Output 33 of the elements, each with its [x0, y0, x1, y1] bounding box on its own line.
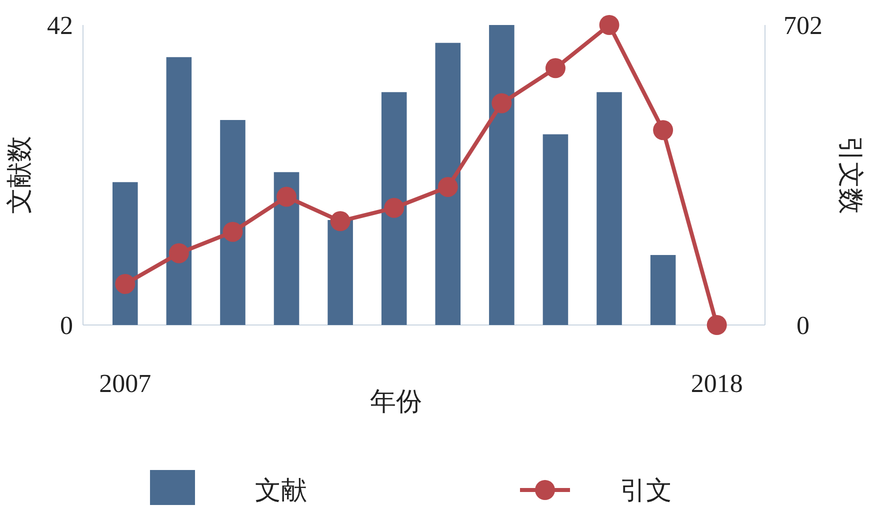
bar — [489, 25, 514, 325]
y-axis-title: 文献数 — [5, 136, 34, 214]
x-tick-label: 2007 — [99, 369, 152, 398]
point — [222, 222, 243, 242]
point — [653, 120, 674, 140]
point — [330, 211, 350, 232]
bar — [381, 92, 407, 325]
point — [115, 274, 136, 294]
legend-label: 文献 — [255, 476, 307, 506]
x-axis-title: 年份 — [370, 387, 422, 416]
y2-tick-label: 702 — [784, 11, 822, 40]
legend-label: 引文 — [620, 476, 672, 506]
point — [384, 198, 404, 218]
x-tick-label: 2018 — [690, 369, 743, 398]
bar — [328, 220, 353, 325]
bar — [274, 172, 300, 325]
point — [599, 15, 620, 35]
point — [438, 176, 458, 197]
bar — [596, 92, 622, 325]
y-tick-label: 42 — [47, 11, 73, 40]
bar — [166, 57, 192, 325]
bar — [542, 134, 568, 325]
y2-axis-title: 引文数 — [836, 136, 865, 214]
bar — [435, 42, 461, 325]
bar — [650, 255, 676, 325]
bar — [112, 182, 138, 325]
point — [276, 186, 297, 207]
point — [706, 315, 727, 335]
point — [168, 243, 189, 264]
bar — [220, 120, 246, 325]
point — [545, 58, 566, 78]
y2-tick-label: 0 — [796, 311, 810, 340]
point — [492, 93, 512, 114]
